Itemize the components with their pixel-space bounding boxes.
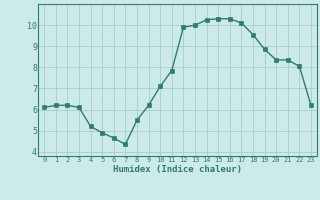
X-axis label: Humidex (Indice chaleur): Humidex (Indice chaleur) xyxy=(113,165,242,174)
